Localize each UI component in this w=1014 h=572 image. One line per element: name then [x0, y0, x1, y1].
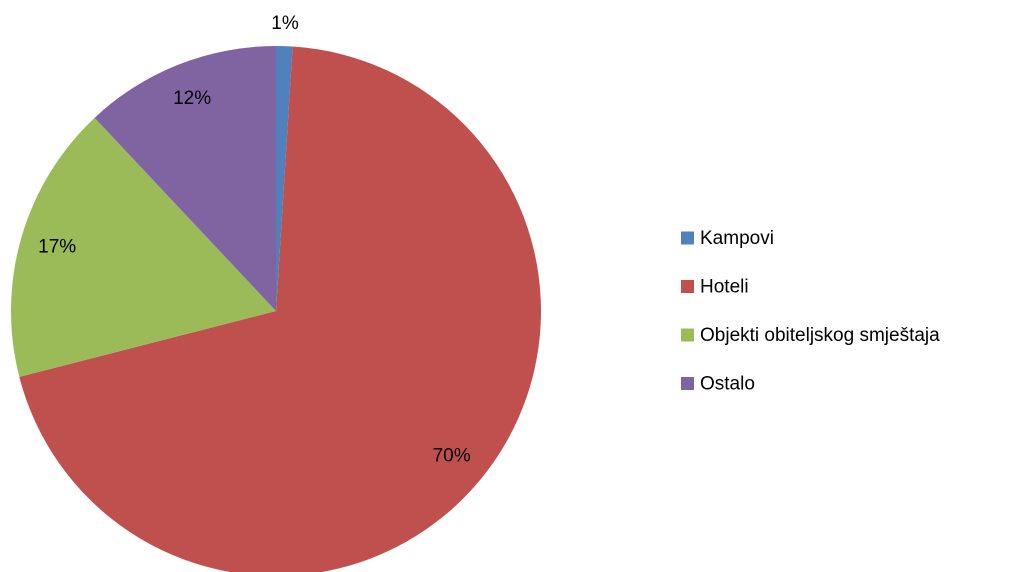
legend-swatch — [681, 231, 694, 245]
legend-label: Objekti obiteljskog smještaja — [700, 325, 940, 346]
data-label: 12% — [173, 88, 211, 109]
legend-label: Hoteli — [700, 277, 749, 298]
pie-slice — [11, 117, 277, 377]
legend-swatch — [681, 328, 694, 342]
pie-slice — [94, 46, 276, 311]
data-label: 17% — [38, 236, 76, 257]
pie-slice — [276, 46, 293, 311]
legend-swatch — [681, 377, 694, 390]
legend-swatch — [681, 280, 694, 293]
legend-label: Ostalo — [700, 374, 755, 395]
pie-slice — [19, 46, 541, 572]
legend-label: Kampovi — [700, 228, 774, 249]
data-label: 70% — [433, 445, 471, 466]
data-label: 1% — [271, 13, 299, 34]
